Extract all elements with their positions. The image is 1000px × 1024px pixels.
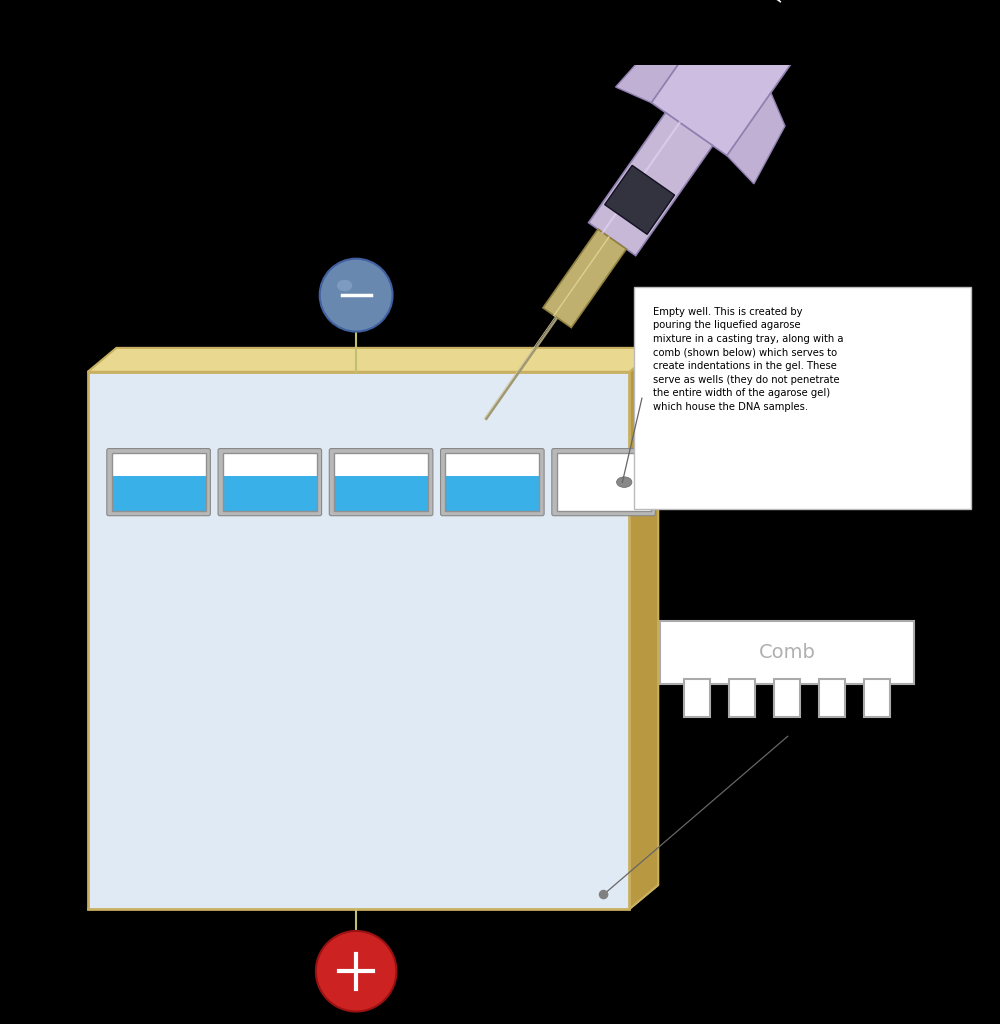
FancyBboxPatch shape <box>660 622 914 684</box>
FancyBboxPatch shape <box>557 454 651 511</box>
FancyBboxPatch shape <box>634 288 971 509</box>
FancyBboxPatch shape <box>819 679 845 717</box>
Polygon shape <box>734 0 800 46</box>
Polygon shape <box>651 1 798 156</box>
FancyBboxPatch shape <box>107 449 210 516</box>
FancyBboxPatch shape <box>445 454 539 476</box>
Polygon shape <box>589 113 713 256</box>
Circle shape <box>316 931 396 1012</box>
Polygon shape <box>759 0 812 24</box>
FancyBboxPatch shape <box>112 476 206 511</box>
FancyBboxPatch shape <box>864 679 890 717</box>
Polygon shape <box>88 885 658 909</box>
FancyBboxPatch shape <box>684 679 710 717</box>
FancyBboxPatch shape <box>223 476 317 511</box>
Text: Comb: Comb <box>759 643 816 662</box>
Polygon shape <box>88 348 658 372</box>
Polygon shape <box>88 372 629 909</box>
Circle shape <box>599 890 608 899</box>
Circle shape <box>320 259 393 332</box>
Ellipse shape <box>617 477 632 487</box>
FancyBboxPatch shape <box>552 449 655 516</box>
FancyBboxPatch shape <box>445 476 539 511</box>
FancyBboxPatch shape <box>774 679 800 717</box>
Text: P 200: P 200 <box>775 0 796 4</box>
Polygon shape <box>629 348 658 909</box>
FancyBboxPatch shape <box>223 454 317 476</box>
FancyBboxPatch shape <box>334 476 428 511</box>
Polygon shape <box>727 93 785 184</box>
FancyBboxPatch shape <box>334 454 428 476</box>
Ellipse shape <box>337 280 352 291</box>
Polygon shape <box>605 165 675 234</box>
Polygon shape <box>616 38 695 102</box>
FancyBboxPatch shape <box>218 449 322 516</box>
FancyBboxPatch shape <box>441 449 544 516</box>
FancyBboxPatch shape <box>729 679 755 717</box>
FancyBboxPatch shape <box>112 454 206 476</box>
FancyBboxPatch shape <box>329 449 433 516</box>
Text: Empty well. This is created by
pouring the liquefied agarose
mixture in a castin: Empty well. This is created by pouring t… <box>653 306 844 412</box>
Polygon shape <box>543 229 626 328</box>
